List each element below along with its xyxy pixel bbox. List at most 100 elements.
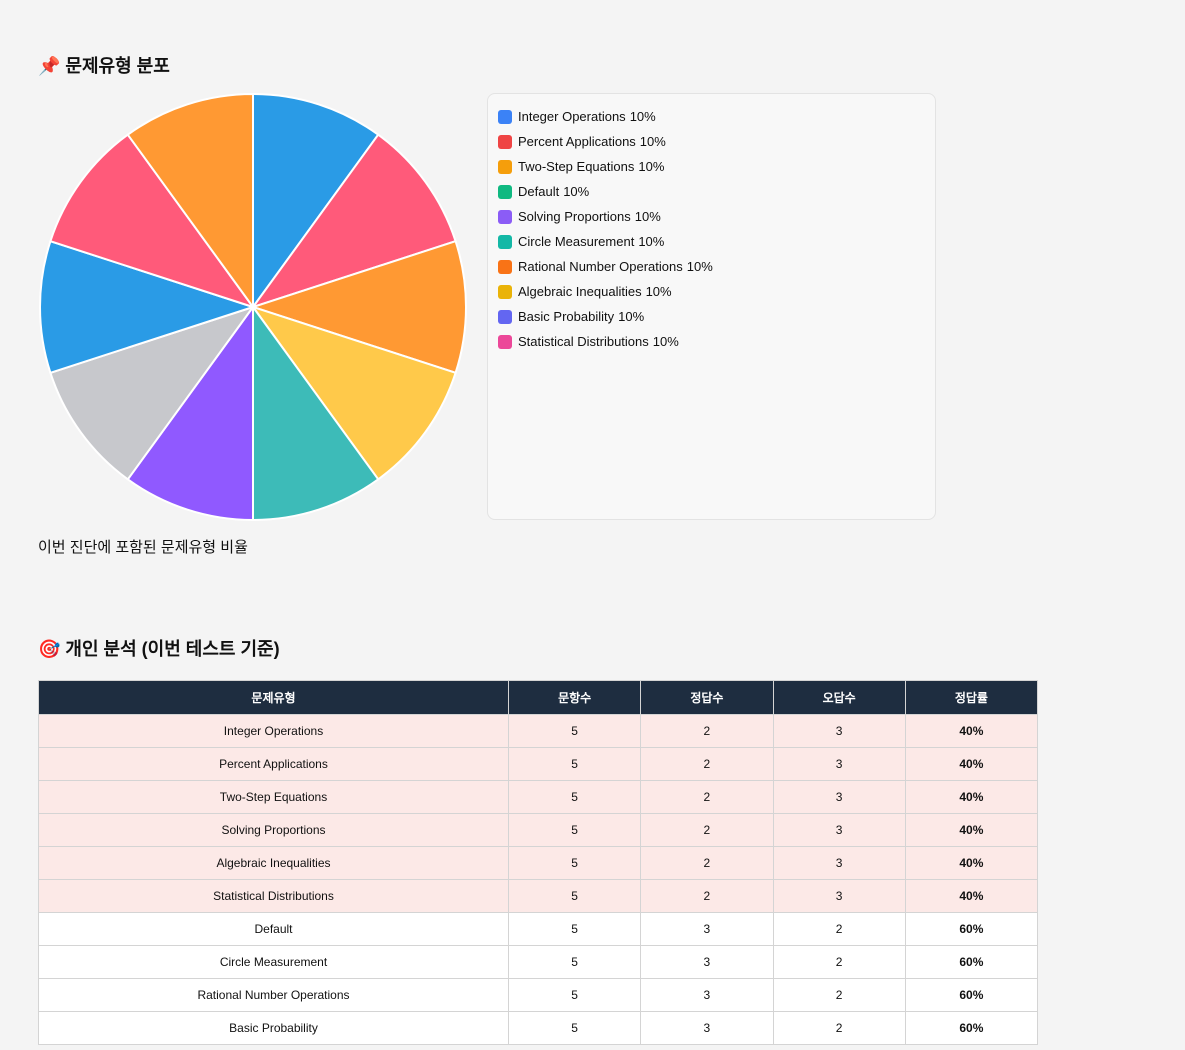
table-cell: 5 bbox=[507, 813, 642, 847]
column-header: 문제유형 bbox=[38, 680, 509, 715]
table-cell: 5 bbox=[507, 780, 642, 814]
section-title: 🎯 개인 분석 (이번 테스트 기준) bbox=[38, 639, 280, 659]
table-cell: 3 bbox=[772, 747, 906, 781]
legend: Integer Operations 10% Percent Application… bbox=[487, 93, 936, 520]
pie-slice bbox=[250, 305, 457, 481]
table-cell: 40% bbox=[904, 879, 1039, 913]
table-cell: Rational Number Operations bbox=[38, 978, 509, 1012]
pie-slice bbox=[126, 303, 254, 522]
legend-swatch bbox=[498, 159, 512, 174]
table-cell: Integer Operations bbox=[38, 714, 509, 748]
table-cell: 2 bbox=[640, 747, 774, 781]
legend-label: Percent Applications bbox=[518, 134, 636, 149]
legend-item: Algebraic Inequalities 10% bbox=[498, 279, 925, 304]
pie-slice bbox=[249, 239, 467, 375]
table-cell: 2 bbox=[772, 1011, 906, 1045]
table-cell: 5 bbox=[507, 714, 642, 748]
legend-value: 10% bbox=[634, 209, 661, 224]
table-cell: 60% bbox=[904, 945, 1039, 979]
table-row: Two-Step Equations 5 2 3 40% bbox=[38, 780, 1039, 814]
table-row: Percent Applications 5 2 3 40% bbox=[38, 747, 1039, 781]
pie-slice bbox=[39, 239, 257, 375]
legend-swatch bbox=[498, 284, 512, 299]
table-cell: 5 bbox=[507, 945, 642, 979]
legend-value: 10% bbox=[563, 184, 590, 199]
legend-swatch bbox=[498, 259, 512, 274]
legend-label: Circle Measurement bbox=[518, 234, 635, 249]
legend-value: 10% bbox=[629, 109, 656, 124]
legend-item: Solving Proportions 10% bbox=[498, 204, 925, 229]
table-cell: 3 bbox=[640, 912, 774, 946]
legend-label: Two-Step Equations bbox=[518, 159, 635, 174]
legend-value: 10% bbox=[686, 259, 713, 274]
table-row: Algebraic Inequalities 5 2 3 40% bbox=[38, 846, 1039, 880]
analysis-table: 문제유형 문항수 정답수 오답수 정답률 Integer Operations 5 2 3 40%… bbox=[38, 680, 1039, 1045]
table-cell: Solving Proportions bbox=[38, 813, 509, 847]
table-row: Circle Measurement 5 3 2 60% bbox=[38, 945, 1039, 979]
table-cell: 40% bbox=[904, 813, 1039, 847]
pie-slice bbox=[49, 305, 256, 481]
table-cell: 2 bbox=[640, 879, 774, 913]
table-cell: Default bbox=[38, 912, 509, 946]
table-cell: 5 bbox=[507, 879, 642, 913]
table-cell: 3 bbox=[772, 780, 906, 814]
table-cell: Percent Applications bbox=[38, 747, 509, 781]
legend-item: Default 10% bbox=[498, 179, 925, 204]
legend-label: Statistical Distributions bbox=[518, 334, 649, 349]
legend-item: Integer Operations 10% bbox=[498, 104, 925, 129]
legend-label: Basic Probability bbox=[518, 309, 615, 324]
legend-label: Integer Operations bbox=[518, 109, 626, 124]
table-cell: 3 bbox=[640, 1011, 774, 1045]
table-row: Solving Proportions 5 2 3 40% bbox=[38, 813, 1039, 847]
table-cell: 2 bbox=[772, 945, 906, 979]
table-row: Basic Probability 5 3 2 60% bbox=[38, 1011, 1039, 1045]
legend-value: 10% bbox=[618, 309, 645, 324]
table-cell: 40% bbox=[904, 846, 1039, 880]
table-cell: Basic Probability bbox=[38, 1011, 509, 1045]
table-cell: 5 bbox=[507, 747, 642, 781]
table-cell: Algebraic Inequalities bbox=[38, 846, 509, 880]
table-cell: 3 bbox=[640, 978, 774, 1012]
legend-value: 10% bbox=[639, 134, 666, 149]
table-cell: 2 bbox=[772, 978, 906, 1012]
table-cell: 5 bbox=[507, 912, 642, 946]
table-row: Rational Number Operations 5 3 2 60% bbox=[38, 978, 1039, 1012]
legend-swatch bbox=[498, 134, 512, 149]
legend-item: Statistical Distributions 10% bbox=[498, 329, 925, 354]
legend-value: 10% bbox=[645, 284, 672, 299]
table-row: Statistical Distributions 5 2 3 40% bbox=[38, 879, 1039, 913]
pie-slice bbox=[126, 92, 254, 311]
table-cell: 2 bbox=[772, 912, 906, 946]
table-cell: 2 bbox=[640, 780, 774, 814]
column-header: 정답수 bbox=[640, 680, 774, 715]
caption: 이번 진단에 포함된 문제유형 비율 bbox=[38, 539, 248, 556]
legend-item: Rational Number Operations 10% bbox=[498, 254, 925, 279]
table-cell: 60% bbox=[904, 1011, 1039, 1045]
table-cell: 3 bbox=[772, 813, 906, 847]
header-row: 문제유형 문항수 정답수 오답수 정답률 bbox=[38, 680, 1039, 715]
legend-swatch bbox=[498, 184, 512, 199]
table-cell: 60% bbox=[904, 912, 1039, 946]
table-row: Default 5 3 2 60% bbox=[38, 912, 1039, 946]
table-cell: 2 bbox=[640, 813, 774, 847]
table-cell: 5 bbox=[507, 978, 642, 1012]
table-row: Integer Operations 5 2 3 40% bbox=[38, 714, 1039, 748]
table-cell: 3 bbox=[772, 879, 906, 913]
table-cell: Two-Step Equations bbox=[38, 780, 509, 814]
legend-value: 10% bbox=[638, 234, 665, 249]
legend-label: Algebraic Inequalities bbox=[518, 284, 642, 299]
legend-item: Basic Probability 10% bbox=[498, 304, 925, 329]
table-cell: 40% bbox=[904, 747, 1039, 781]
legend-label: Rational Number Operations bbox=[518, 259, 683, 274]
section-title: 📌 문제유형 분포 bbox=[38, 56, 170, 76]
legend-value: 10% bbox=[638, 159, 665, 174]
legend-item: Percent Applications 10% bbox=[498, 129, 925, 154]
table-cell: 3 bbox=[640, 945, 774, 979]
table-cell: Statistical Distributions bbox=[38, 879, 509, 913]
legend-swatch bbox=[498, 309, 512, 324]
pie-slice bbox=[252, 303, 380, 522]
legend-label: Default bbox=[518, 184, 560, 199]
legend-swatch bbox=[498, 209, 512, 224]
